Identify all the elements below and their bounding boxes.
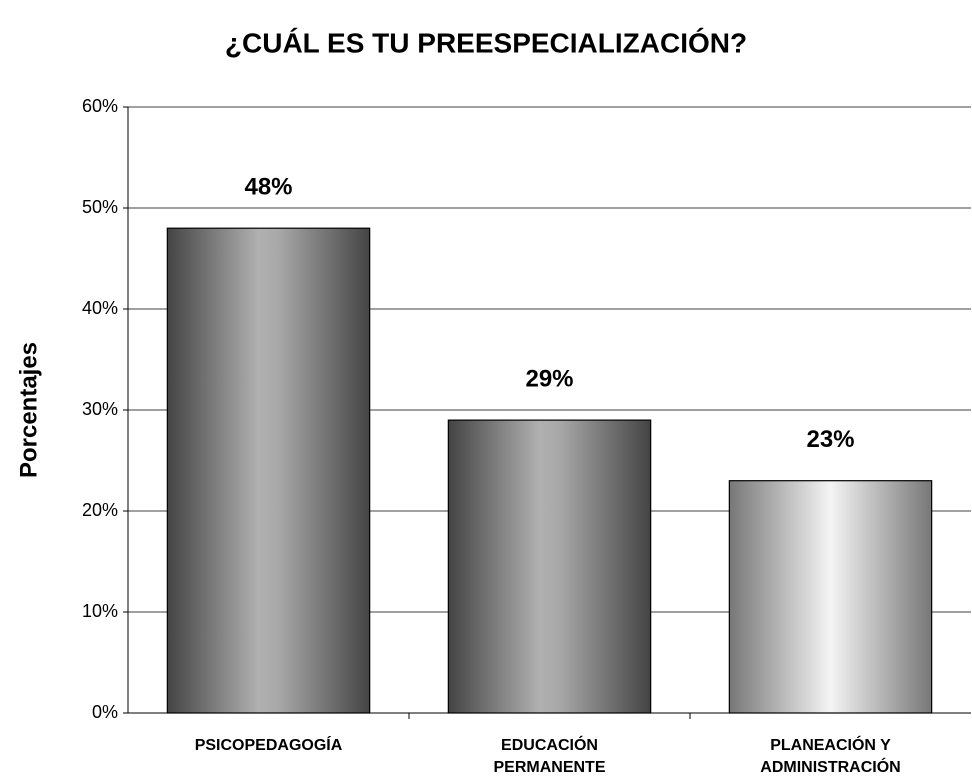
- y-tick-label: 50%: [82, 197, 118, 217]
- x-tick-label: PLANEACIÓN Y ADMINISTRACIÓN: [760, 737, 901, 776]
- bar: [447, 419, 652, 714]
- bar: [166, 227, 371, 714]
- y-tick-label: 0%: [92, 702, 118, 722]
- y-tick-label: 60%: [82, 96, 118, 116]
- y-tick-label: 10%: [82, 601, 118, 621]
- y-tick-label: 30%: [82, 399, 118, 419]
- bar: [728, 480, 933, 714]
- y-tick-label: 20%: [82, 500, 118, 520]
- data-label: 48%: [244, 174, 292, 201]
- x-tick-label: EDUCACIÓN PERMANENTE: [493, 737, 606, 776]
- y-tick-label: 40%: [82, 298, 118, 318]
- chart-title: ¿CUÁL ES TU PREESPECIALIZACIÓN?: [225, 27, 747, 58]
- data-label: 29%: [525, 365, 573, 392]
- y-axis-label: Porcentajes: [15, 342, 42, 478]
- data-label: 23%: [806, 426, 854, 453]
- x-tick-label: PSICOPEDAGOGÍA: [194, 737, 343, 754]
